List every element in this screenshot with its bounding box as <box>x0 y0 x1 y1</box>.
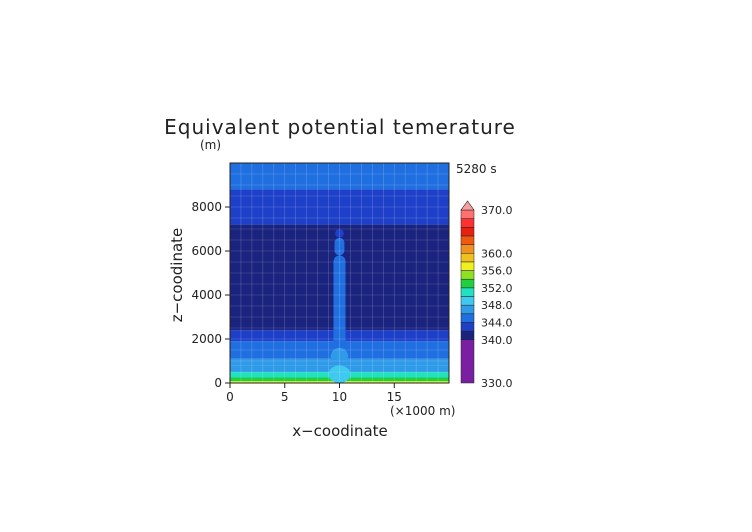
x-tick-label: 0 <box>226 390 234 404</box>
plume-segment-4 <box>335 229 344 238</box>
colorbar-tick-label: 344.0 <box>481 316 513 329</box>
colorbar-tick-label: 340.0 <box>481 334 513 347</box>
y-tick-label: 2000 <box>191 332 222 346</box>
colorbar-segment-356 <box>460 261 475 271</box>
plume-segment-1 <box>330 347 349 366</box>
colorbar-tick-label: 352.0 <box>481 282 513 295</box>
y-tick-label: 4000 <box>191 288 222 302</box>
colorbar-tick-label: 356.0 <box>481 265 513 278</box>
x-tick-label: 10 <box>332 390 347 404</box>
colorbar-max-arrow <box>460 200 475 211</box>
colorbar-segment-354 <box>460 270 475 280</box>
x-tick-label: 5 <box>281 390 289 404</box>
colorbar-segment-348 <box>460 296 475 306</box>
axes: 0 5 10 15 0 2000 4000 6000 8000 <box>191 200 401 404</box>
colorbar-tick-label: 370.0 <box>481 204 513 217</box>
colorbar-segment-360 <box>460 244 475 254</box>
x-tick-label: 15 <box>387 390 402 404</box>
colorbar-segment-368 <box>460 209 475 219</box>
x-unit-label: (×1000 m) <box>390 404 455 418</box>
theta-band-9 <box>230 196 449 225</box>
x-axis-label: x−coodinate <box>292 422 388 440</box>
plume-segment-2 <box>333 255 346 348</box>
y-unit-label: (m) <box>200 138 221 152</box>
chart-title: Equivalent potential temerature <box>164 115 516 139</box>
y-tick-label: 8000 <box>191 200 222 214</box>
colorbar-segment-342 <box>460 322 475 332</box>
colorbar-segment-352 <box>460 278 475 289</box>
time-label: 5280 s <box>456 162 497 176</box>
colorbar-segment-350 <box>460 287 475 297</box>
plume-segment-3 <box>334 237 345 256</box>
colorbar-segment-362 <box>460 235 475 245</box>
colorbar-segment-366 <box>460 218 475 228</box>
grid <box>230 163 449 383</box>
y-axis-label: z−coodinate <box>168 228 186 323</box>
colorbar-tick-label: 348.0 <box>481 299 513 312</box>
colorbar-segment-364 <box>460 227 475 237</box>
colorbar: 330.0 340.0 344.0 348.0 352.0 356.0 360.0 370.0 <box>460 200 513 390</box>
colorbar-tick-label: 330.0 <box>481 377 513 390</box>
theta-band-10 <box>230 189 449 196</box>
heatmap-plot <box>230 163 449 383</box>
colorbar-segment-358 <box>460 253 475 263</box>
y-tick-label: 6000 <box>191 244 222 258</box>
colorbar-tick-label: 360.0 <box>481 247 513 260</box>
plume-segment-0 <box>328 365 351 383</box>
y-tick-label: 0 <box>214 376 222 390</box>
colorbar-segment-330 <box>460 339 475 384</box>
colorbar-segment-344 <box>460 313 475 323</box>
colorbar-segment-340 <box>460 330 475 341</box>
theta-band-11 <box>230 163 449 190</box>
colorbar-segment-346 <box>460 304 475 315</box>
